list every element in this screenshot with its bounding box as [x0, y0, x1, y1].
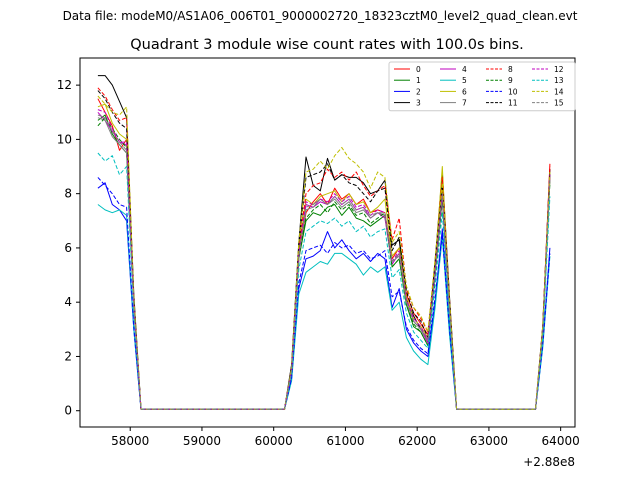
y-tick-label: 2	[64, 349, 72, 363]
y-tick-label: 12	[57, 78, 72, 92]
legend-entry-10: 10	[486, 87, 518, 96]
legend-entry-0: 0	[394, 65, 421, 74]
legend-entry-3: 3	[394, 99, 421, 108]
legend-label: 11	[508, 99, 518, 108]
plot-area: 58000 59000 60000 61000 62000 63000 64000 0 2 4 6 8…	[57, 57, 580, 448]
legend-label: 6	[462, 87, 467, 96]
legend-entry-15: 15	[532, 99, 564, 108]
legend-entry-9: 9	[486, 76, 513, 85]
legend-entry-1: 1	[394, 76, 421, 85]
legend-entry-13: 13	[532, 76, 564, 85]
legend-frame	[388, 61, 576, 112]
legend-label: 5	[462, 76, 467, 85]
legend-label: 7	[462, 99, 467, 108]
x-tick-label: 61000	[326, 434, 364, 448]
legend-label: 1	[416, 76, 421, 85]
legend-entry-12: 12	[532, 65, 564, 74]
axes-frame	[79, 57, 576, 428]
figure-suptitle: Data file: modeM0/AS1A06_006T01_90000027…	[63, 9, 578, 23]
legend-entry-7: 7	[440, 99, 467, 108]
legend-entry-14: 14	[532, 87, 564, 96]
legend-label: 9	[508, 76, 513, 85]
legend-label: 8	[508, 65, 513, 74]
y-tick-label: 6	[64, 241, 72, 255]
y-tick-label: 8	[64, 187, 72, 201]
x-axis-offset-label: +2.88e8	[523, 455, 575, 469]
legend-label: 13	[554, 76, 564, 85]
legend-label: 4	[462, 65, 467, 74]
legend-label: 14	[554, 87, 564, 96]
legend-entry-11: 11	[486, 99, 518, 108]
legend-label: 15	[554, 99, 564, 108]
ticks-layer: 58000 59000 60000 61000 62000 63000 64000 0 2 4 6 8…	[57, 78, 580, 448]
x-tick-label: 64000	[542, 434, 580, 448]
y-tick-label: 4	[64, 295, 72, 309]
legend-label: 0	[416, 65, 421, 74]
x-tick-label: 59000	[183, 434, 221, 448]
series-line-15	[97, 114, 551, 410]
series-layer	[97, 75, 551, 410]
x-tick-label: 58000	[111, 434, 149, 448]
legend-label: 12	[554, 65, 564, 74]
legend-entry-8: 8	[486, 65, 513, 74]
legend-entry-5: 5	[440, 76, 467, 85]
y-tick-label: 0	[64, 404, 72, 418]
x-tick-label: 60000	[255, 434, 293, 448]
legend-label: 2	[416, 87, 421, 96]
legend-label: 3	[416, 99, 421, 108]
x-tick-label: 63000	[470, 434, 508, 448]
legend-entry-6: 6	[440, 87, 467, 96]
legend-label: 10	[508, 87, 518, 96]
chart-title: Quadrant 3 module wise count rates with …	[130, 37, 524, 53]
legend-entry-2: 2	[394, 87, 421, 96]
legend-entry-4: 4	[440, 65, 467, 74]
x-tick-label: 62000	[398, 434, 436, 448]
y-tick-label: 10	[57, 132, 72, 146]
